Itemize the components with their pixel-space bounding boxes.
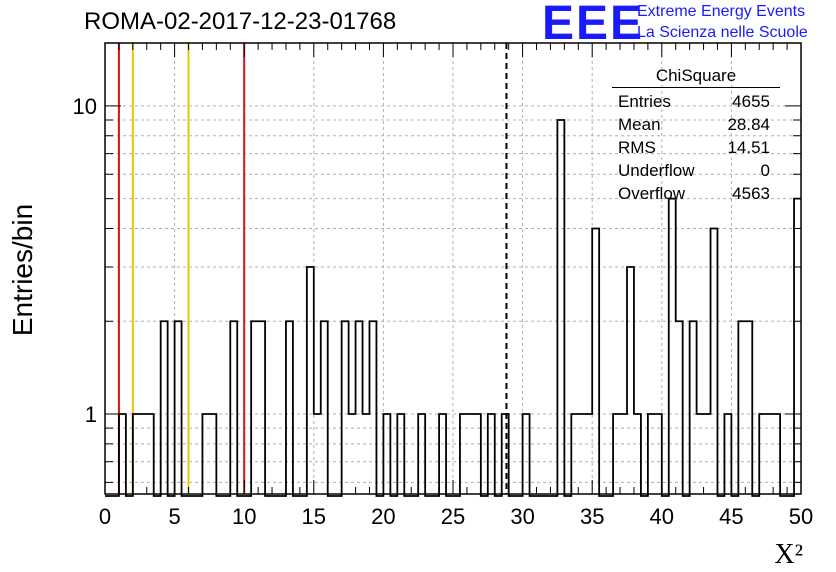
stats-value: 14.51 — [727, 138, 770, 157]
logo-subtitle-1: Extreme Energy Events — [637, 3, 806, 20]
stats-value: 0 — [760, 161, 770, 180]
stats-box: ChiSquare Entries 4655 Mean 28.84 RMS 14… — [612, 66, 780, 205]
histogram-outline — [105, 119, 801, 497]
stats-row-entries: Entries 4655 — [612, 90, 780, 113]
x-tick-label: 45 — [719, 504, 743, 529]
x-tick-label: 5 — [168, 504, 180, 529]
stats-row-rms: RMS 14.51 — [612, 136, 780, 159]
grid — [105, 43, 801, 494]
eee-logo: EEE — [542, 0, 645, 50]
plot-frame — [104, 42, 802, 495]
x-tick-label: 30 — [510, 504, 534, 529]
x-tick-label: 40 — [650, 504, 674, 529]
logo-subtitle-2: La Scienza nelle Scuole — [637, 24, 808, 41]
x-tick-label: 20 — [371, 504, 395, 529]
stats-row-overflow: Overflow 4563 — [612, 182, 780, 205]
chart-title: ROMA-02-2017-12-23-01768 — [84, 8, 397, 35]
y-tick-label: 10 — [73, 94, 97, 119]
stats-label: Entries — [618, 92, 671, 111]
y-tick-label: 1 — [85, 402, 97, 427]
x-tick-label: 0 — [99, 504, 111, 529]
tick-labels: 0 5 10 15 20 25 30 35 40 45 50 1 10 — [73, 94, 814, 529]
x-tick-label: 10 — [232, 504, 256, 529]
x-tick-label: 25 — [441, 504, 465, 529]
x-axis-label: X² — [774, 539, 803, 570]
stats-row-underflow: Underflow 0 — [612, 159, 780, 182]
stats-title: ChiSquare — [612, 66, 780, 88]
reference-lines — [117, 43, 508, 494]
x-tick-label: 35 — [580, 504, 604, 529]
stats-label: RMS — [618, 138, 656, 157]
stats-label: Mean — [618, 115, 661, 134]
x-tick-label: 15 — [302, 504, 326, 529]
axis-ticks — [104, 43, 802, 494]
stats-label: Underflow — [618, 161, 695, 180]
stats-label: Overflow — [618, 184, 686, 203]
stats-row-mean: Mean 28.84 — [612, 113, 780, 136]
y-axis-label: Entries/bin — [7, 204, 38, 336]
x-tick-label: 50 — [789, 504, 813, 529]
stats-value: 4655 — [732, 92, 770, 111]
stats-value: 28.84 — [727, 115, 770, 134]
stats-value: 4563 — [732, 184, 770, 203]
